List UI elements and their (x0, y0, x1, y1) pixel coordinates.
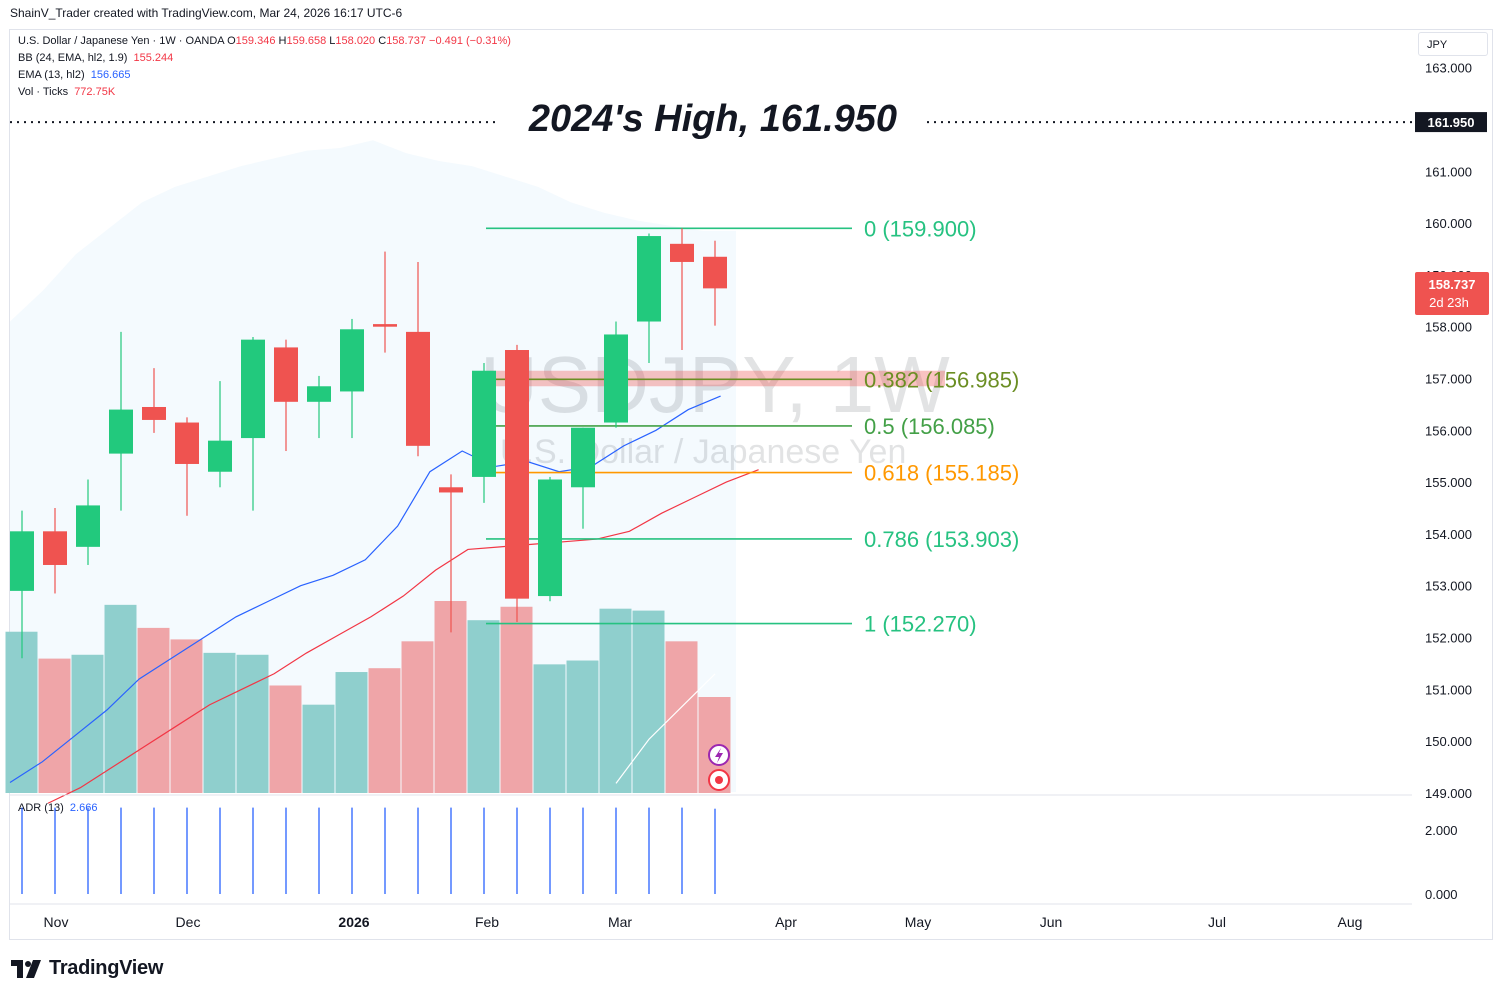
low-value: 158.020 (335, 35, 376, 47)
adr-value: 2.666 (69, 802, 98, 814)
vol-label: Vol · Ticks (18, 86, 69, 98)
bb-label: BB (24, EMA, hl2, 1.9) (18, 52, 128, 64)
vol-legend[interactable]: Vol · Ticks 772.75K (18, 86, 115, 98)
attribution-text: ShainV_Trader created with TradingView.c… (10, 6, 403, 20)
symbol-legend[interactable]: U.S. Dollar / Japanese Yen · 1W · OANDA … (18, 35, 511, 47)
ema-value: 156.665 (90, 69, 131, 81)
ema-legend[interactable]: EMA (13, hl2) 156.665 (18, 69, 130, 81)
open-label: O (227, 35, 236, 47)
bb-value: 155.244 (133, 52, 174, 64)
vol-value: 772.75K (74, 86, 116, 98)
symbol-line: U.S. Dollar / Japanese Yen · 1W · OANDA (18, 35, 225, 47)
tradingview-logo-icon (11, 959, 41, 978)
bb-legend[interactable]: BB (24, EMA, hl2, 1.9) 155.244 (18, 52, 173, 64)
chart-frame (9, 29, 1493, 940)
change-value: −0.491 (−0.31%) (429, 35, 511, 47)
tradingview-logo[interactable]: TradingView (11, 957, 163, 980)
currency-button[interactable]: JPY (1418, 32, 1488, 56)
open-value: 159.346 (235, 35, 276, 47)
adr-label: ADR (13) (18, 802, 64, 814)
low-label: L (329, 35, 336, 47)
high-label: H (278, 35, 287, 47)
high-value: 159.658 (286, 35, 327, 47)
close-label: C (378, 35, 387, 47)
ema-label: EMA (13, hl2) (18, 69, 85, 81)
adr-legend[interactable]: ADR (13) 2.666 (18, 802, 97, 814)
close-value: 158.737 (386, 35, 426, 47)
tradingview-brand: TradingView (49, 957, 164, 979)
